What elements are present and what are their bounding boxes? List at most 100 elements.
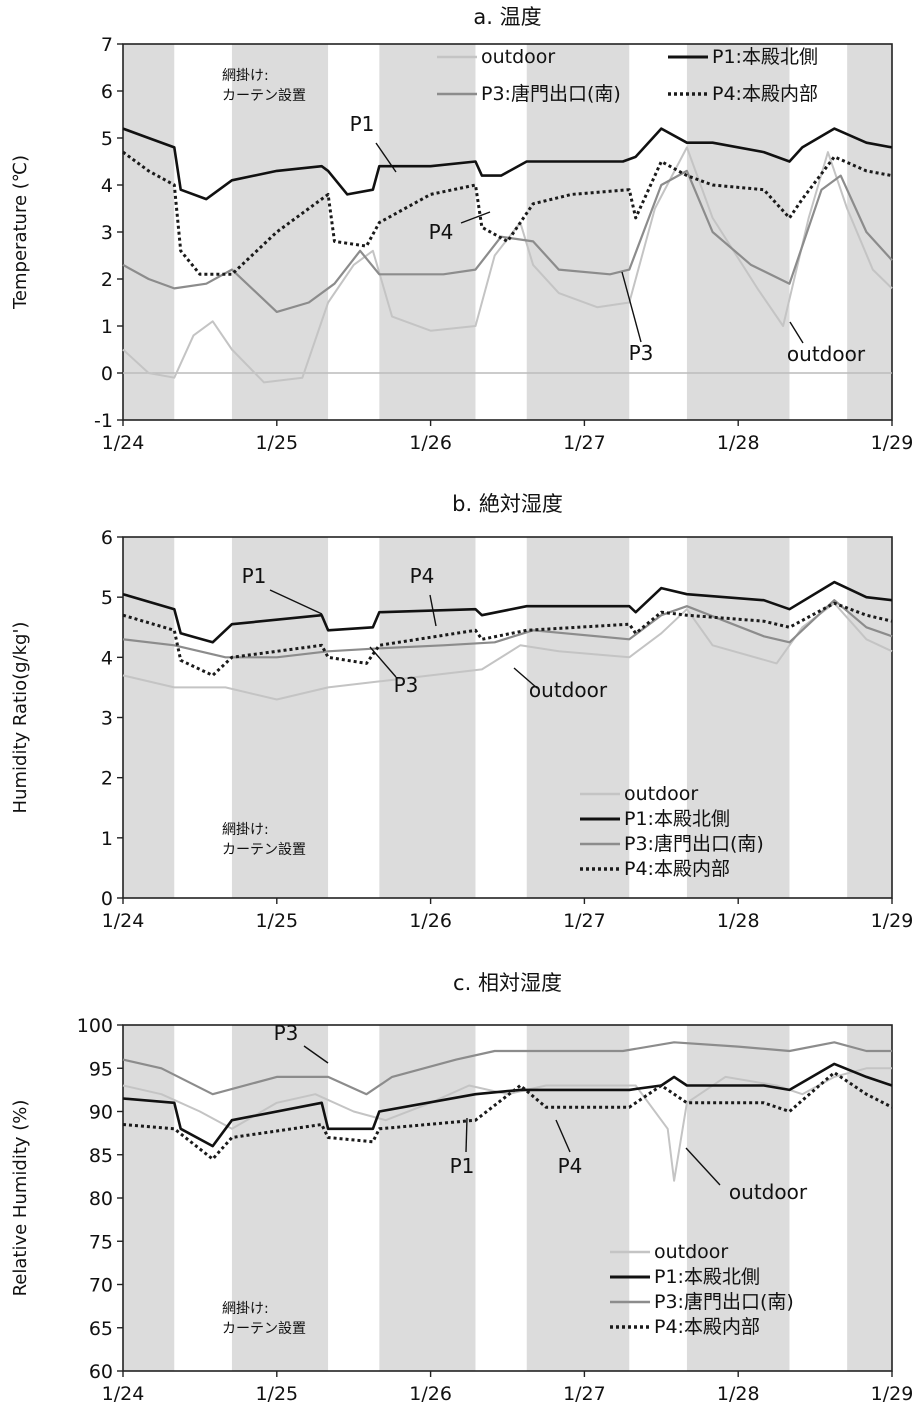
- y-tick-label: 70: [89, 1275, 113, 1297]
- x-tick-label: 1/26: [409, 432, 452, 454]
- annotation-leader-line: [621, 271, 642, 343]
- series-line-p4: [122, 601, 893, 677]
- x-tick-label: 1/24: [102, 432, 145, 454]
- series-annotation: outdoor: [729, 1180, 808, 1204]
- x-tick-label: 1/27: [563, 432, 606, 454]
- chart-title: c. 相対湿度: [453, 971, 562, 995]
- legend-label: P1:本殿北側: [624, 808, 730, 830]
- x-tick-label: 1/29: [871, 910, 914, 932]
- curtain-shade-band: [231, 1025, 329, 1371]
- annotation-leader-line: [369, 646, 397, 678]
- curtain-shade-band: [379, 537, 476, 898]
- y-tick-label: 65: [89, 1318, 113, 1340]
- y-tick-label: 6: [101, 81, 113, 103]
- annotation-leader-line: [303, 1045, 329, 1064]
- y-tick-label: 75: [89, 1231, 113, 1253]
- curtain-note-line1: 網掛け:: [222, 822, 269, 838]
- annotation-leader-line: [429, 594, 437, 627]
- curtain-shade-band: [123, 537, 175, 898]
- y-tick-label: 1: [101, 828, 113, 850]
- annotation-leader-line: [685, 1147, 721, 1186]
- x-tick-label: 1/28: [717, 910, 760, 932]
- annotation-leader-line: [555, 1119, 571, 1153]
- x-tick-label: 1/24: [102, 910, 145, 932]
- legend-label: P1:本殿北側: [654, 1266, 760, 1288]
- y-tick-label: 2: [101, 768, 113, 790]
- y-tick-label: 85: [89, 1145, 113, 1167]
- y-axis-label: Temperature (℃): [10, 155, 31, 310]
- curtain-shade-band: [123, 44, 175, 420]
- series-line-p1: [122, 1062, 893, 1148]
- legend-label: outdoor: [624, 783, 698, 805]
- curtain-shade-band: [526, 44, 630, 420]
- series-annotation: P3: [629, 341, 654, 365]
- x-tick-label: 1/29: [871, 1383, 914, 1405]
- chart-panel: a. 温度 -1 0 1 2 3 4 5 6 7 1/24 1/25 1/26 1/27 1/28 1/29 T…: [10, 5, 913, 454]
- y-axis-label: Relative Humidity (%): [10, 1100, 31, 1297]
- annotation-leader-line: [375, 142, 397, 173]
- x-tick-label: 1/26: [409, 1383, 452, 1405]
- x-tick-label: 1/28: [717, 1383, 760, 1405]
- legend-label: outdoor: [481, 46, 555, 68]
- y-tick-label: 5: [101, 587, 113, 609]
- curtain-shade-band: [231, 537, 329, 898]
- series-annotation: P3: [394, 673, 419, 697]
- chart-title: b. 絶対湿度: [452, 492, 563, 516]
- curtain-note-line1: 網掛け:: [222, 68, 269, 84]
- chart-panel: c. 相対湿度 60 65 70 75 80 85 90 95 100 1/24 1/25 1/26 1/…: [10, 971, 913, 1405]
- y-tick-label: 95: [89, 1058, 113, 1080]
- series-annotation: P1: [350, 112, 375, 136]
- y-tick-label: 2: [101, 269, 113, 291]
- curtain-note-line2: カーテン設置: [222, 842, 306, 858]
- series-annotation: P1: [242, 564, 267, 588]
- annotation-leader-line: [465, 1117, 468, 1153]
- legend-label: P1:本殿北側: [712, 46, 818, 68]
- series-annotation: P1: [450, 1154, 475, 1178]
- annotation-leader-line: [513, 667, 538, 689]
- legend-label: P4:本殿内部: [712, 83, 818, 105]
- y-tick-label: 3: [101, 222, 113, 244]
- x-tick-label: 1/25: [255, 910, 298, 932]
- legend-label: P3:唐門出口(南): [481, 83, 621, 105]
- y-axis-label: Humidity Ratio(g/kg'): [10, 622, 31, 814]
- series-line-p3: [122, 169, 893, 313]
- curtain-shade-band: [379, 1025, 476, 1371]
- x-tick-label: 1/28: [717, 432, 760, 454]
- y-tick-label: 0: [101, 888, 113, 910]
- y-tick-label: 0: [101, 363, 113, 385]
- series-annotation: P4: [410, 564, 435, 588]
- y-tick-label: 60: [89, 1361, 113, 1383]
- curtain-shade-band: [686, 44, 790, 420]
- curtain-shade-band: [231, 44, 329, 420]
- series-annotation: P3: [274, 1021, 299, 1045]
- x-tick-label: 1/25: [255, 1383, 298, 1405]
- series-line-outdoor: [122, 602, 893, 701]
- curtain-shade-band: [526, 1025, 630, 1371]
- x-tick-label: 1/29: [871, 432, 914, 454]
- y-tick-label: 3: [101, 708, 113, 730]
- series-line-p3: [122, 1041, 892, 1096]
- series-line-p1: [122, 580, 893, 644]
- y-tick-label: 90: [89, 1102, 113, 1124]
- x-tick-label: 1/25: [255, 432, 298, 454]
- annotation-leader-line: [460, 211, 491, 224]
- chart-panel: b. 絶対湿度 0 1 2 3 4 5 6 1/24 1/25 1/26 1/27 1/28 1/29 Hu…: [10, 492, 913, 932]
- y-tick-label: 4: [101, 647, 113, 669]
- x-tick-label: 1/27: [563, 910, 606, 932]
- series-annotation: outdoor: [787, 342, 866, 366]
- x-tick-label: 1/27: [563, 1383, 606, 1405]
- curtain-shade-band: [526, 537, 630, 898]
- y-tick-label: 4: [101, 175, 113, 197]
- curtain-shade-band: [379, 44, 476, 420]
- y-tick-label: 80: [89, 1188, 113, 1210]
- chart-title: a. 温度: [473, 5, 541, 29]
- curtain-shade-band: [847, 44, 892, 420]
- series-annotation: P4: [558, 1154, 583, 1178]
- y-tick-label: 5: [101, 128, 113, 150]
- legend-label: P4:本殿内部: [654, 1316, 760, 1338]
- series-line-outdoor: [122, 146, 893, 384]
- legend-label: P3:唐門出口(南): [624, 833, 764, 855]
- legend-label: outdoor: [654, 1241, 728, 1263]
- curtain-note-line1: 網掛け:: [222, 1301, 269, 1317]
